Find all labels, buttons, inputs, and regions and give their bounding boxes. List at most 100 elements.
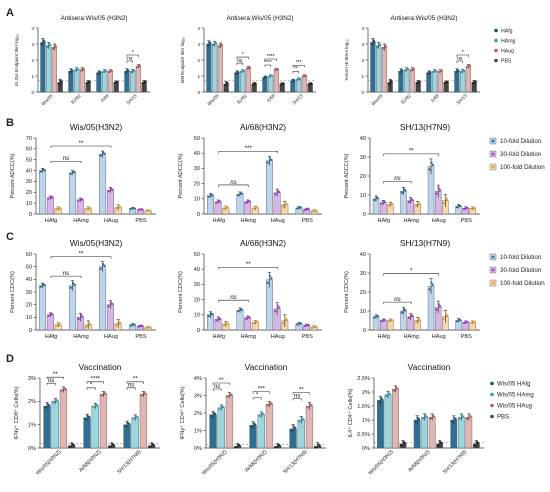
- bar: [124, 70, 130, 93]
- data-point: [381, 47, 385, 50]
- bar: [376, 45, 382, 93]
- data-point: [462, 69, 466, 72]
- data-point: [315, 325, 318, 328]
- legend-marker: [491, 152, 495, 156]
- data-point: [71, 281, 75, 285]
- significance-label: **: [299, 386, 304, 393]
- y-tick-label: 30: [194, 166, 200, 172]
- data-point: [101, 262, 105, 266]
- data-point: [471, 82, 474, 85]
- bar: [209, 414, 217, 449]
- legend-marker: [490, 414, 494, 419]
- x-tick-label: HAmg: [403, 218, 419, 224]
- significance-label: ns: [457, 56, 463, 62]
- data-point: [415, 320, 418, 323]
- y-tick-label: 0: [31, 90, 34, 95]
- chart-title: Vaccination: [245, 362, 288, 372]
- data-point: [387, 319, 390, 323]
- y-axis-label: MN Endpoint titer log₁₀: [180, 37, 185, 83]
- data-point: [437, 70, 441, 73]
- data-point: [442, 201, 445, 205]
- bar: [273, 69, 280, 93]
- data-point: [244, 317, 248, 320]
- significance-label: **: [53, 371, 58, 378]
- bar: [51, 401, 59, 449]
- x-tick-label: Ai/68(H3N2): [244, 449, 269, 474]
- data-point: [460, 70, 463, 74]
- significance-label: **: [219, 377, 224, 384]
- y-tick-label: 0: [197, 328, 200, 334]
- legend-label: Wis/05 HAfg: [497, 382, 530, 388]
- data-point: [390, 202, 394, 206]
- data-point: [431, 163, 434, 167]
- x-tick-label: HAug: [104, 218, 118, 224]
- data-point: [370, 42, 373, 46]
- data-point: [285, 318, 288, 321]
- data-point: [296, 207, 299, 210]
- data-point: [215, 319, 218, 322]
- bar: [46, 45, 52, 93]
- y-tick-label: 2%: [28, 399, 36, 405]
- data-point: [237, 71, 240, 74]
- y-tick-label: 0: [197, 90, 200, 95]
- data-point: [43, 40, 46, 43]
- y-tick-label: 10: [360, 309, 366, 315]
- significance-bracket: [236, 62, 243, 66]
- significance-bracket: [212, 382, 230, 385]
- data-point: [115, 324, 118, 327]
- y-tick-label: 20: [26, 302, 32, 308]
- legend-label: 100-fold Dilution: [500, 164, 545, 171]
- data-point: [278, 444, 281, 447]
- chart-b1: Wis/05(H3N2) 0 10 20 30 40 50 60 70 Percent ADCC(…: [10, 122, 156, 224]
- x-tick-label: A/68: [430, 93, 440, 103]
- data-point: [470, 207, 473, 211]
- legend-label: HAfg: [501, 29, 513, 35]
- significance-bracket: [383, 301, 412, 305]
- data-point: [81, 198, 84, 201]
- significance-label: ns: [294, 392, 301, 399]
- data-point: [293, 426, 297, 430]
- y-tick-label: 4: [31, 26, 34, 31]
- significance-label: **: [246, 261, 251, 268]
- significance-bracket: [252, 391, 270, 394]
- x-tick-label: PBS: [302, 218, 313, 224]
- data-point: [417, 418, 421, 421]
- significance-label: ns: [127, 56, 133, 62]
- significance-label: ns: [230, 294, 237, 301]
- data-point: [141, 324, 144, 328]
- bar: [217, 407, 225, 449]
- x-tick-label: HAfg: [213, 334, 225, 340]
- data-point: [152, 443, 155, 447]
- y-tick-label: 20: [26, 190, 32, 196]
- significance-bracket: [50, 161, 82, 164]
- x-tick-label: BJ/92: [400, 93, 412, 105]
- y-tick-label: 3: [31, 42, 34, 47]
- y-tick-label: 4%: [194, 376, 202, 382]
- data-point: [262, 413, 265, 416]
- legend-label: PBS: [501, 59, 512, 65]
- data-point: [380, 202, 383, 205]
- data-point: [144, 80, 147, 84]
- data-point: [380, 319, 383, 323]
- data-point: [383, 319, 387, 322]
- y-tick-label: 3%: [28, 376, 36, 382]
- data-point: [466, 206, 469, 210]
- data-point: [273, 68, 277, 72]
- data-point: [99, 71, 102, 74]
- significance-bracket: [264, 58, 277, 61]
- data-point: [387, 204, 390, 207]
- chart-d3: Vaccination 0% 0.5% 1% 1.5% 2% 2.5%IL4⁺ CD4⁺ C…: [347, 362, 484, 476]
- data-point: [256, 206, 259, 209]
- bar: [257, 414, 265, 449]
- data-point: [218, 407, 221, 411]
- chart-title: Antisera:Wis/05 (H3N2): [226, 15, 293, 22]
- significance-label: ns: [48, 377, 55, 384]
- data-point: [103, 264, 106, 267]
- data-point: [240, 70, 243, 73]
- y-tick-label: 70: [26, 136, 32, 142]
- data-point: [445, 198, 449, 201]
- data-point: [462, 415, 465, 418]
- bar: [432, 70, 438, 93]
- significance-label: *: [462, 50, 464, 56]
- data-point: [454, 418, 457, 421]
